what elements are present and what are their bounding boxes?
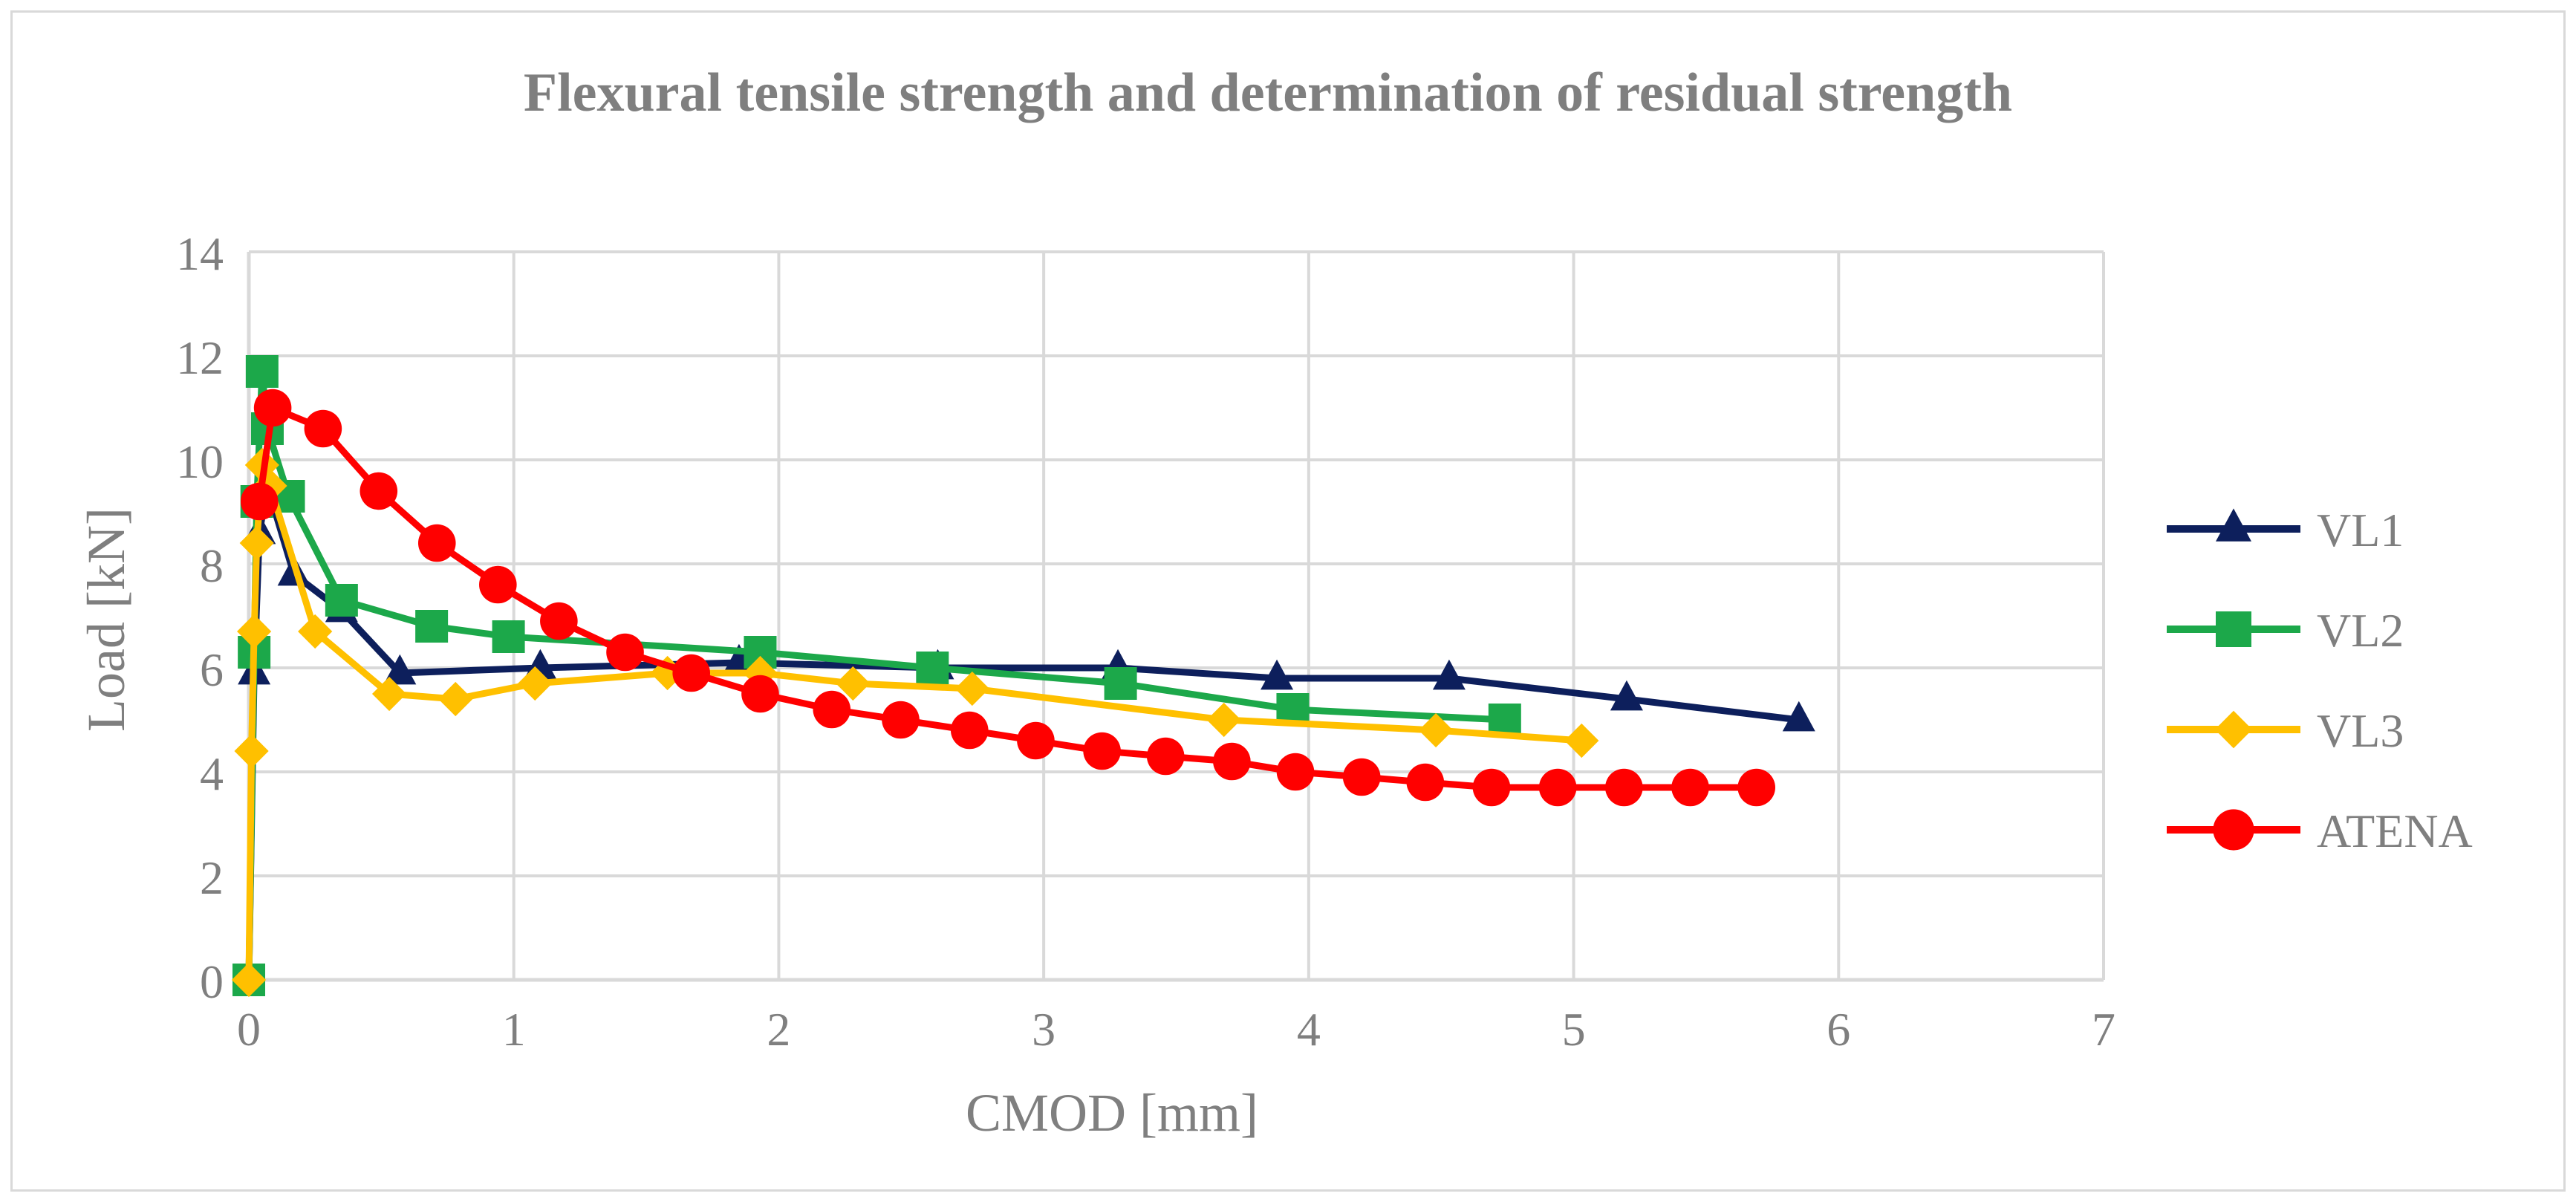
chart-svg: Flexural tensile strength and determinat… (77, 62, 2473, 1143)
data-point-atena (479, 565, 517, 604)
y-tick-label: 8 (200, 539, 224, 592)
x-tick-label: 6 (1827, 1003, 1850, 1056)
data-point-vl2 (325, 584, 358, 617)
y-tick-label: 0 (200, 955, 224, 1008)
series-line-atena (256, 404, 1760, 791)
data-point-vl3 (836, 666, 871, 701)
legend-marker-atena (2213, 809, 2254, 851)
data-point-vl1 (1610, 680, 1643, 711)
data-point-vl1 (383, 654, 417, 685)
data-point-atena (540, 602, 578, 640)
data-point-atena (1213, 742, 1251, 781)
data-point-vl2 (1104, 667, 1137, 700)
data-point-vl2 (492, 620, 525, 653)
legend-item-vl2: VL2 (2167, 604, 2404, 657)
data-point-atena (240, 482, 279, 521)
data-point-atena (1737, 768, 1776, 807)
data-point-atena (1472, 768, 1511, 807)
data-point-atena (304, 409, 342, 448)
y-tick-label: 10 (176, 435, 224, 488)
legend-marker-vl1 (2216, 508, 2251, 542)
chart-frame: Flexural tensile strength and determinat… (10, 10, 2566, 1192)
legend-item-atena: ATENA (2167, 805, 2473, 857)
data-point-vl3 (231, 962, 267, 998)
data-point-atena (1342, 758, 1381, 796)
y-tick-label: 4 (200, 747, 224, 800)
data-point-vl3 (239, 525, 274, 561)
data-point-vl2 (1488, 704, 1521, 736)
legend-item-vl3: VL3 (2167, 704, 2404, 757)
data-point-atena (417, 524, 456, 562)
data-point-vl3 (371, 676, 407, 712)
y-tick-label: 6 (200, 643, 224, 696)
x-tick-label: 1 (502, 1003, 526, 1056)
y-tick-labels: 0 2 4 6 8 10 12 14 (176, 227, 224, 1008)
x-tick-label: 7 (2092, 1003, 2115, 1056)
legend-marker-vl3 (2214, 710, 2253, 749)
data-point-atena (1538, 768, 1577, 807)
data-point-atena (813, 690, 851, 729)
data-point-vl3 (234, 733, 269, 769)
x-tick-label: 5 (1562, 1003, 1586, 1056)
x-tick-label: 4 (1297, 1003, 1321, 1056)
data-point-vl1 (1782, 701, 1815, 732)
data-point-atena (360, 472, 398, 510)
data-point-atena (1605, 768, 1643, 807)
gridlines (247, 250, 2105, 981)
legend-label-atena: ATENA (2317, 805, 2473, 857)
x-tick-labels: 0 1 2 3 4 5 6 7 (237, 1003, 2115, 1056)
data-point-vl2 (916, 652, 949, 684)
data-point-atena (672, 654, 711, 692)
y-tick-label: 14 (176, 227, 224, 280)
data-point-atena (1083, 732, 1121, 770)
y-tick-label: 12 (176, 331, 224, 384)
data-point-atena (253, 389, 292, 427)
series-atena (240, 389, 1776, 807)
data-point-vl2 (245, 355, 279, 388)
data-point-atena (882, 701, 920, 739)
data-point-atena (1017, 721, 1055, 760)
data-point-vl3 (438, 681, 473, 717)
data-point-vl3 (954, 671, 989, 706)
legend-item-vl1: VL1 (2167, 504, 2404, 556)
legend-marker-vl2 (2216, 611, 2251, 647)
data-point-vl3 (253, 468, 287, 504)
data-point-vl3 (1206, 702, 1241, 738)
x-tick-label: 2 (767, 1003, 790, 1056)
data-point-vl3 (518, 666, 553, 701)
data-point-vl1 (1432, 659, 1466, 690)
data-point-vl3 (1564, 723, 1599, 758)
legend-label-vl1: VL1 (2317, 504, 2404, 556)
series-vl3 (231, 447, 1599, 998)
series-line-vl2 (245, 368, 1509, 984)
x-axis-label: CMOD [mm] (966, 1083, 1258, 1143)
legend-label-vl2: VL2 (2317, 604, 2404, 657)
data-point-vl3 (1418, 712, 1454, 748)
y-axis-label: Load [kN] (77, 507, 136, 732)
axes (247, 252, 2104, 982)
data-point-vl3 (237, 614, 272, 649)
x-tick-label: 0 (237, 1003, 261, 1056)
data-point-vl2 (415, 610, 449, 643)
data-point-atena (1671, 768, 1709, 807)
x-tick-label: 3 (1032, 1003, 1056, 1056)
y-tick-label: 2 (200, 851, 224, 904)
series-group (231, 355, 1815, 998)
chart-title: Flexural tensile strength and determinat… (524, 62, 2012, 123)
data-point-atena (1146, 737, 1185, 776)
data-point-atena (741, 675, 779, 713)
legend: VL1 VL2 VL3 ATENA (2167, 504, 2473, 857)
series-vl2 (232, 355, 1521, 996)
data-point-atena (950, 711, 989, 750)
data-point-vl1 (1261, 659, 1294, 690)
data-point-atena (1406, 763, 1445, 802)
legend-label-vl3: VL3 (2317, 704, 2404, 757)
data-point-vl3 (298, 614, 333, 649)
data-point-atena (606, 633, 644, 672)
data-point-atena (1276, 753, 1315, 791)
